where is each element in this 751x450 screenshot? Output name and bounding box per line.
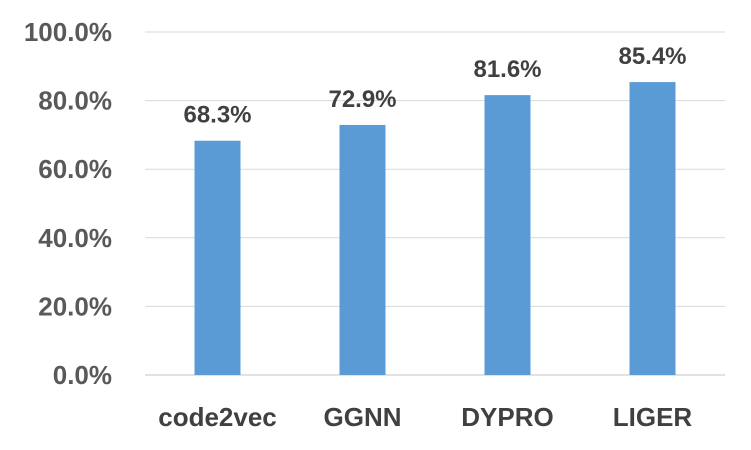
- x-tick-label-liger: LIGER: [613, 402, 693, 432]
- bar-ggnn: [339, 124, 386, 375]
- data-label-dypro: 81.6%: [473, 56, 541, 83]
- y-tick-label: 60.0%: [38, 154, 112, 184]
- x-tick-label-ggnn: GGNN: [324, 402, 402, 432]
- data-label-liger: 85.4%: [618, 43, 686, 70]
- y-tick-label: 80.0%: [38, 86, 112, 116]
- bar-code2vec: [194, 140, 241, 375]
- data-label-code2vec: 68.3%: [183, 102, 251, 129]
- bar-liger: [629, 82, 676, 375]
- y-tick-label: 20.0%: [38, 291, 112, 321]
- data-label-ggnn: 72.9%: [328, 86, 396, 113]
- y-tick-label: 40.0%: [38, 223, 112, 253]
- y-axis-ticks: 0.0% 20.0% 40.0% 60.0% 80.0% 100.0%: [24, 17, 112, 390]
- x-axis-ticks: code2vec GGNN DYPRO LIGER: [158, 402, 692, 432]
- gridlines: [145, 31, 725, 376]
- y-tick-label: 0.0%: [53, 360, 112, 390]
- x-tick-label-dypro: DYPRO: [461, 402, 553, 432]
- bar-dypro: [484, 95, 531, 375]
- y-tick-label: 100.0%: [24, 17, 112, 47]
- x-tick-label-code2vec: code2vec: [158, 402, 277, 432]
- data-labels: 68.3% 72.9% 81.6% 85.4%: [183, 43, 686, 129]
- bars: [194, 82, 676, 375]
